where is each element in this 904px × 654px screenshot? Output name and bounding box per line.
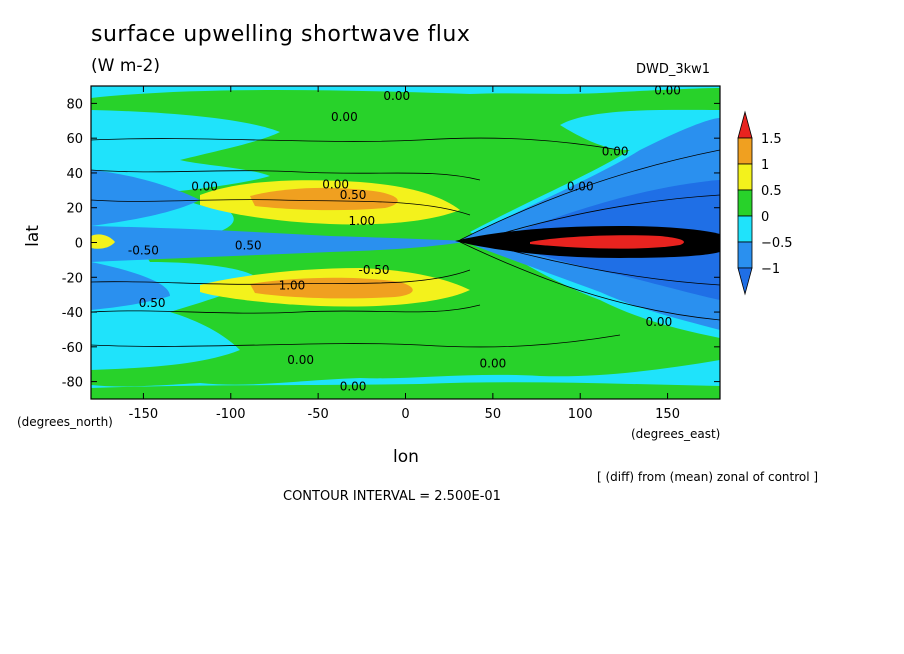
contour-label: 0.00 (567, 179, 594, 193)
x-tick-label: 150 (655, 407, 680, 422)
x-tick-label: -50 (308, 407, 329, 422)
colorbar-label: −1 (761, 262, 780, 277)
contour-label: 0.00 (340, 379, 367, 393)
y-tick-label: 40 (66, 167, 83, 182)
colorbar-top-arrow (737, 110, 753, 139)
contour-label-layer: 0.000.000.000.000.000.00 0.000.501.000.50… (128, 84, 681, 394)
x-axis-label: lon (393, 447, 419, 467)
field-blue-central (91, 226, 470, 262)
colorbar-label: 0.5 (761, 184, 782, 199)
x-tick-label: -100 (216, 407, 246, 422)
x-tick-label: -150 (129, 407, 159, 422)
colorbar-segment (737, 241, 753, 269)
field-yellow-equator (91, 234, 115, 249)
colorbar-segment (737, 163, 753, 191)
contour-interval-text: CONTOUR INTERVAL = 2.500E-01 (283, 489, 501, 504)
chart-units: (W m-2) (91, 56, 160, 76)
y-tick-label: -80 (62, 376, 83, 391)
contour-label: 0.00 (645, 315, 672, 329)
y-tick-label: -20 (62, 271, 83, 286)
contour-label: 0.00 (287, 353, 314, 367)
y-axis-units: (degrees_north) (17, 415, 113, 429)
colorbar: 1.5 1 0.5 0 −0.5 −1 (737, 110, 793, 296)
field-green-north (91, 88, 720, 106)
contour-label: 0.00 (383, 89, 410, 103)
y-axis: -80 -60 -40 -20 0 20 40 60 80 (62, 97, 720, 391)
contour-label: -0.50 (128, 244, 159, 258)
contour-label: 0.50 (139, 296, 166, 310)
y-tick-label: 0 (75, 237, 83, 252)
colorbar-segment (737, 137, 753, 165)
field-orange-south (250, 277, 413, 299)
y-tick-label: 60 (66, 132, 83, 147)
run-id-label: DWD_3kw1 (636, 62, 711, 77)
colorbar-label: 0 (761, 210, 769, 225)
colorbar-label: 1.5 (761, 132, 782, 147)
y-tick-label: 20 (66, 202, 83, 217)
field-red-core (530, 235, 684, 249)
y-tick-label: -60 (62, 341, 83, 356)
x-tick-label: 0 (401, 407, 409, 422)
y-tick-label: -40 (62, 306, 83, 321)
colorbar-bottom-arrow (737, 267, 753, 296)
colorbar-segment (737, 215, 753, 243)
field-orange-north (250, 187, 398, 211)
contour-label: 0.00 (331, 110, 358, 124)
chart-title: surface upwelling shortwave flux (91, 22, 471, 47)
colorbar-label: −0.5 (761, 236, 793, 251)
contour-label: 1.00 (279, 278, 306, 292)
contour-label: 0.00 (322, 178, 349, 192)
contour-label: 1.00 (348, 214, 375, 228)
y-tick-label: 80 (66, 97, 83, 112)
contour-label: 0.00 (191, 179, 218, 193)
x-axis: -150 -100 -50 0 50 100 150 (129, 86, 680, 422)
field-blue-west (91, 170, 200, 226)
contour-label: -0.50 (359, 263, 390, 277)
field-green-south (91, 382, 720, 399)
field-blue-west-south (91, 262, 170, 310)
x-tick-label: 100 (568, 407, 593, 422)
colorbar-label: 1 (761, 158, 769, 173)
contour-lines (91, 137, 720, 348)
colorbar-segment (737, 189, 753, 217)
contour-label: 0.00 (602, 145, 629, 159)
contour-label: 0.50 (235, 238, 262, 252)
diff-note: [ (diff) from (mean) zonal of control ] (597, 470, 819, 484)
contour-label: 0.50 (340, 188, 367, 202)
contour-label: 0.00 (480, 357, 507, 371)
heatmap-field (91, 86, 720, 399)
x-tick-label: 50 (485, 407, 502, 422)
x-axis-units: (degrees_east) (631, 427, 721, 441)
